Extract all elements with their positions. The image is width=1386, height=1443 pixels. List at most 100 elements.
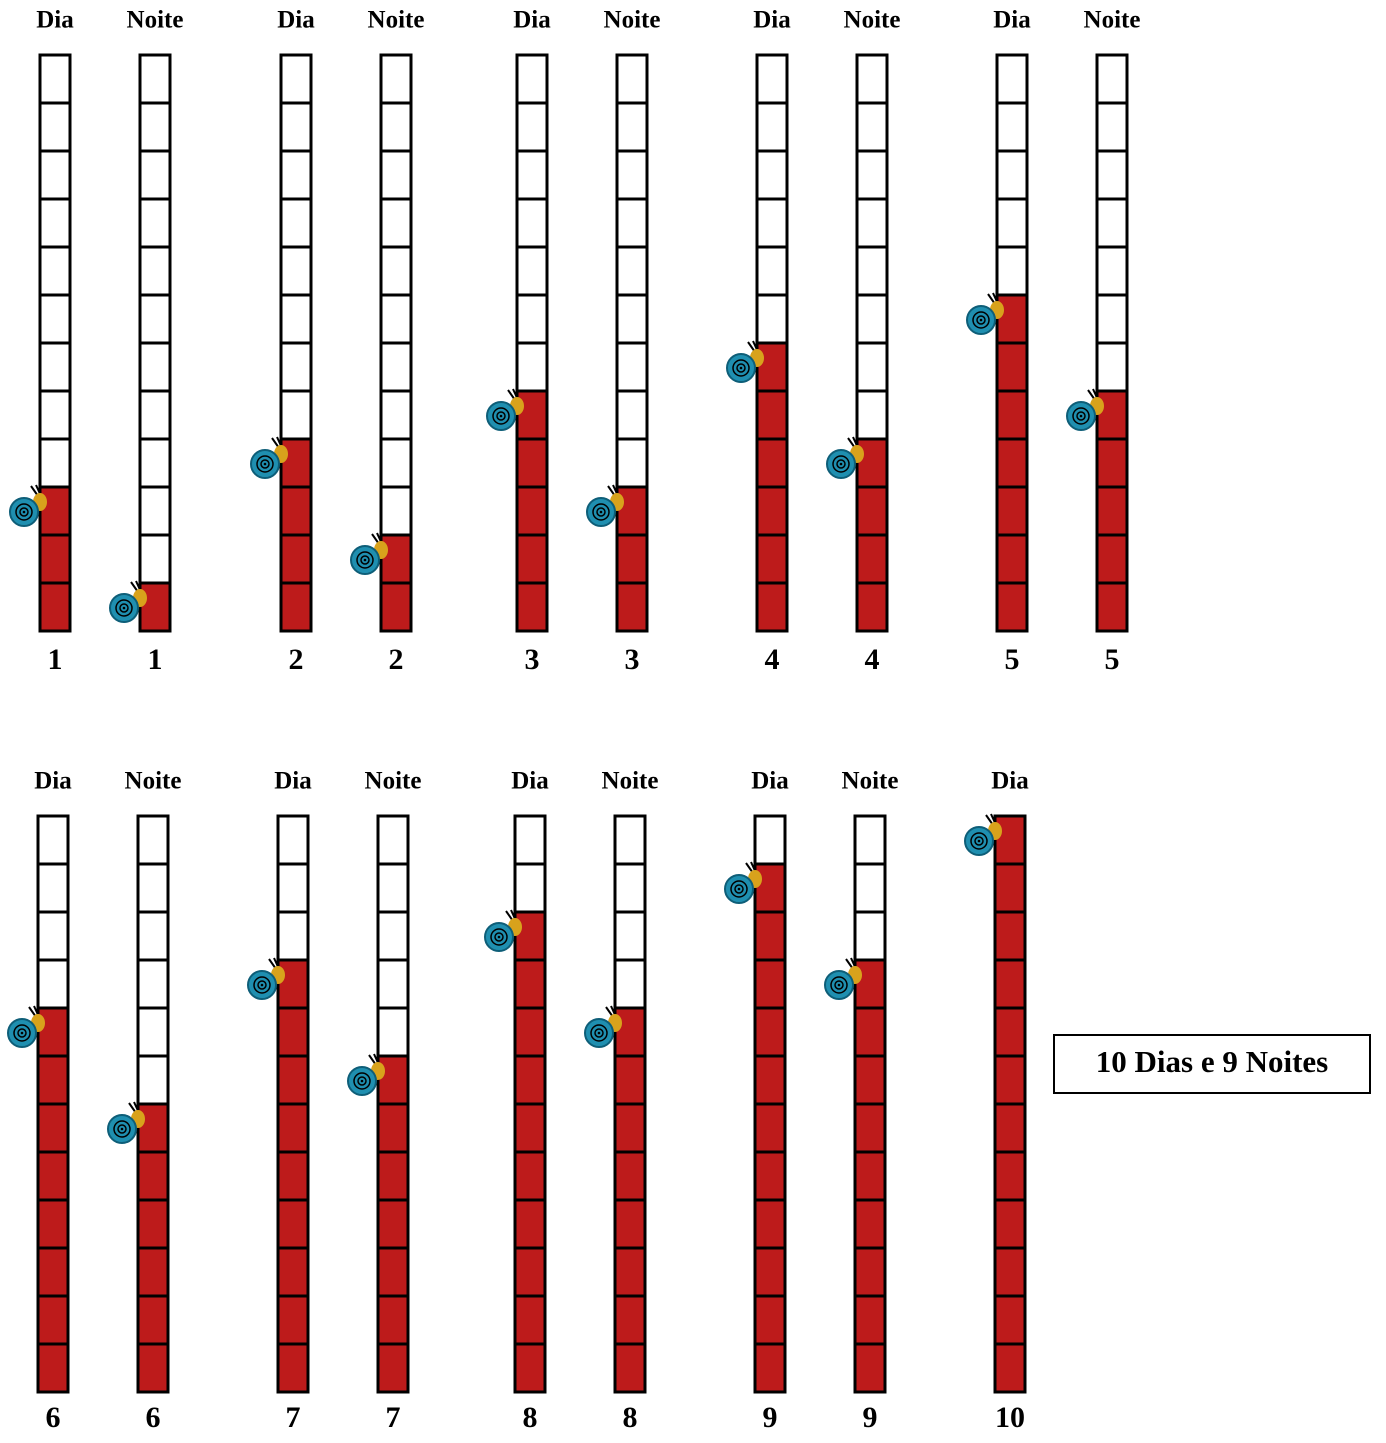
column-label: Dia [513, 7, 551, 34]
snail-spiral [23, 511, 26, 514]
column-number: 4 [865, 643, 880, 676]
cell [1097, 439, 1127, 487]
cell [757, 199, 787, 247]
cell [757, 55, 787, 103]
column-number: 5 [1005, 643, 1020, 676]
column-label: Dia [34, 768, 72, 795]
cell [517, 199, 547, 247]
cell [1097, 151, 1127, 199]
cell [38, 1200, 68, 1248]
cell [138, 1104, 168, 1152]
cell [140, 151, 170, 199]
cell [140, 55, 170, 103]
cell [278, 912, 308, 960]
cell [997, 199, 1027, 247]
cell [40, 439, 70, 487]
cell [857, 199, 887, 247]
cell [140, 583, 170, 631]
cell [617, 391, 647, 439]
cell [757, 487, 787, 535]
cell [281, 535, 311, 583]
column-label: Noite [602, 768, 659, 795]
cell [517, 439, 547, 487]
cell [757, 391, 787, 439]
cell [755, 1344, 785, 1392]
cell [281, 199, 311, 247]
summary-text: 10 Dias e 9 Noites [1096, 1044, 1328, 1079]
cell [1097, 247, 1127, 295]
column-number: 3 [625, 643, 640, 676]
column-number: 2 [389, 643, 404, 676]
snail-spiral [500, 415, 503, 418]
snail-spiral [1080, 415, 1083, 418]
cell [278, 1104, 308, 1152]
cell [517, 151, 547, 199]
cell [138, 864, 168, 912]
cell [857, 439, 887, 487]
cell [281, 439, 311, 487]
cell [515, 1200, 545, 1248]
column-label: Dia [274, 768, 312, 795]
cell [997, 391, 1027, 439]
cell [281, 295, 311, 343]
cell [40, 247, 70, 295]
cell [855, 912, 885, 960]
cell [381, 583, 411, 631]
cell [515, 1104, 545, 1152]
cell [281, 487, 311, 535]
cell [38, 960, 68, 1008]
snail-spiral [838, 984, 841, 987]
cell [517, 535, 547, 583]
cell [40, 391, 70, 439]
cell [138, 1200, 168, 1248]
cell [757, 151, 787, 199]
column-number: 1 [48, 643, 63, 676]
cell [281, 55, 311, 103]
column-number: 3 [525, 643, 540, 676]
cell [38, 1296, 68, 1344]
cell [517, 487, 547, 535]
cell [855, 1296, 885, 1344]
cell [617, 439, 647, 487]
snail-spiral [980, 319, 983, 322]
cell [855, 1344, 885, 1392]
column-number: 7 [286, 1401, 301, 1434]
cell [378, 960, 408, 1008]
cell [855, 1152, 885, 1200]
cell [1097, 343, 1127, 391]
cell [281, 391, 311, 439]
column-number: 2 [289, 643, 304, 676]
cell [138, 1056, 168, 1104]
cell [140, 247, 170, 295]
cell [140, 391, 170, 439]
cell [617, 583, 647, 631]
cell [995, 1296, 1025, 1344]
cell [138, 1344, 168, 1392]
column-label: Noite [604, 7, 661, 34]
column-number: 6 [146, 1401, 161, 1434]
cell [278, 1200, 308, 1248]
cell [997, 439, 1027, 487]
cell [381, 295, 411, 343]
cell [378, 1104, 408, 1152]
cell [755, 912, 785, 960]
cell [1097, 199, 1127, 247]
cell [138, 912, 168, 960]
cell [281, 151, 311, 199]
cell [755, 816, 785, 864]
column-label: Dia [36, 7, 74, 34]
cell [38, 1104, 68, 1152]
cell [617, 343, 647, 391]
cell [378, 1200, 408, 1248]
cell [755, 1248, 785, 1296]
cell [615, 1056, 645, 1104]
cell [40, 343, 70, 391]
cell [40, 199, 70, 247]
column-number: 9 [863, 1401, 878, 1434]
cell [138, 1248, 168, 1296]
cell [615, 1296, 645, 1344]
cell [378, 1152, 408, 1200]
column-number: 10 [995, 1401, 1025, 1434]
cell [278, 1008, 308, 1056]
cell [38, 1344, 68, 1392]
